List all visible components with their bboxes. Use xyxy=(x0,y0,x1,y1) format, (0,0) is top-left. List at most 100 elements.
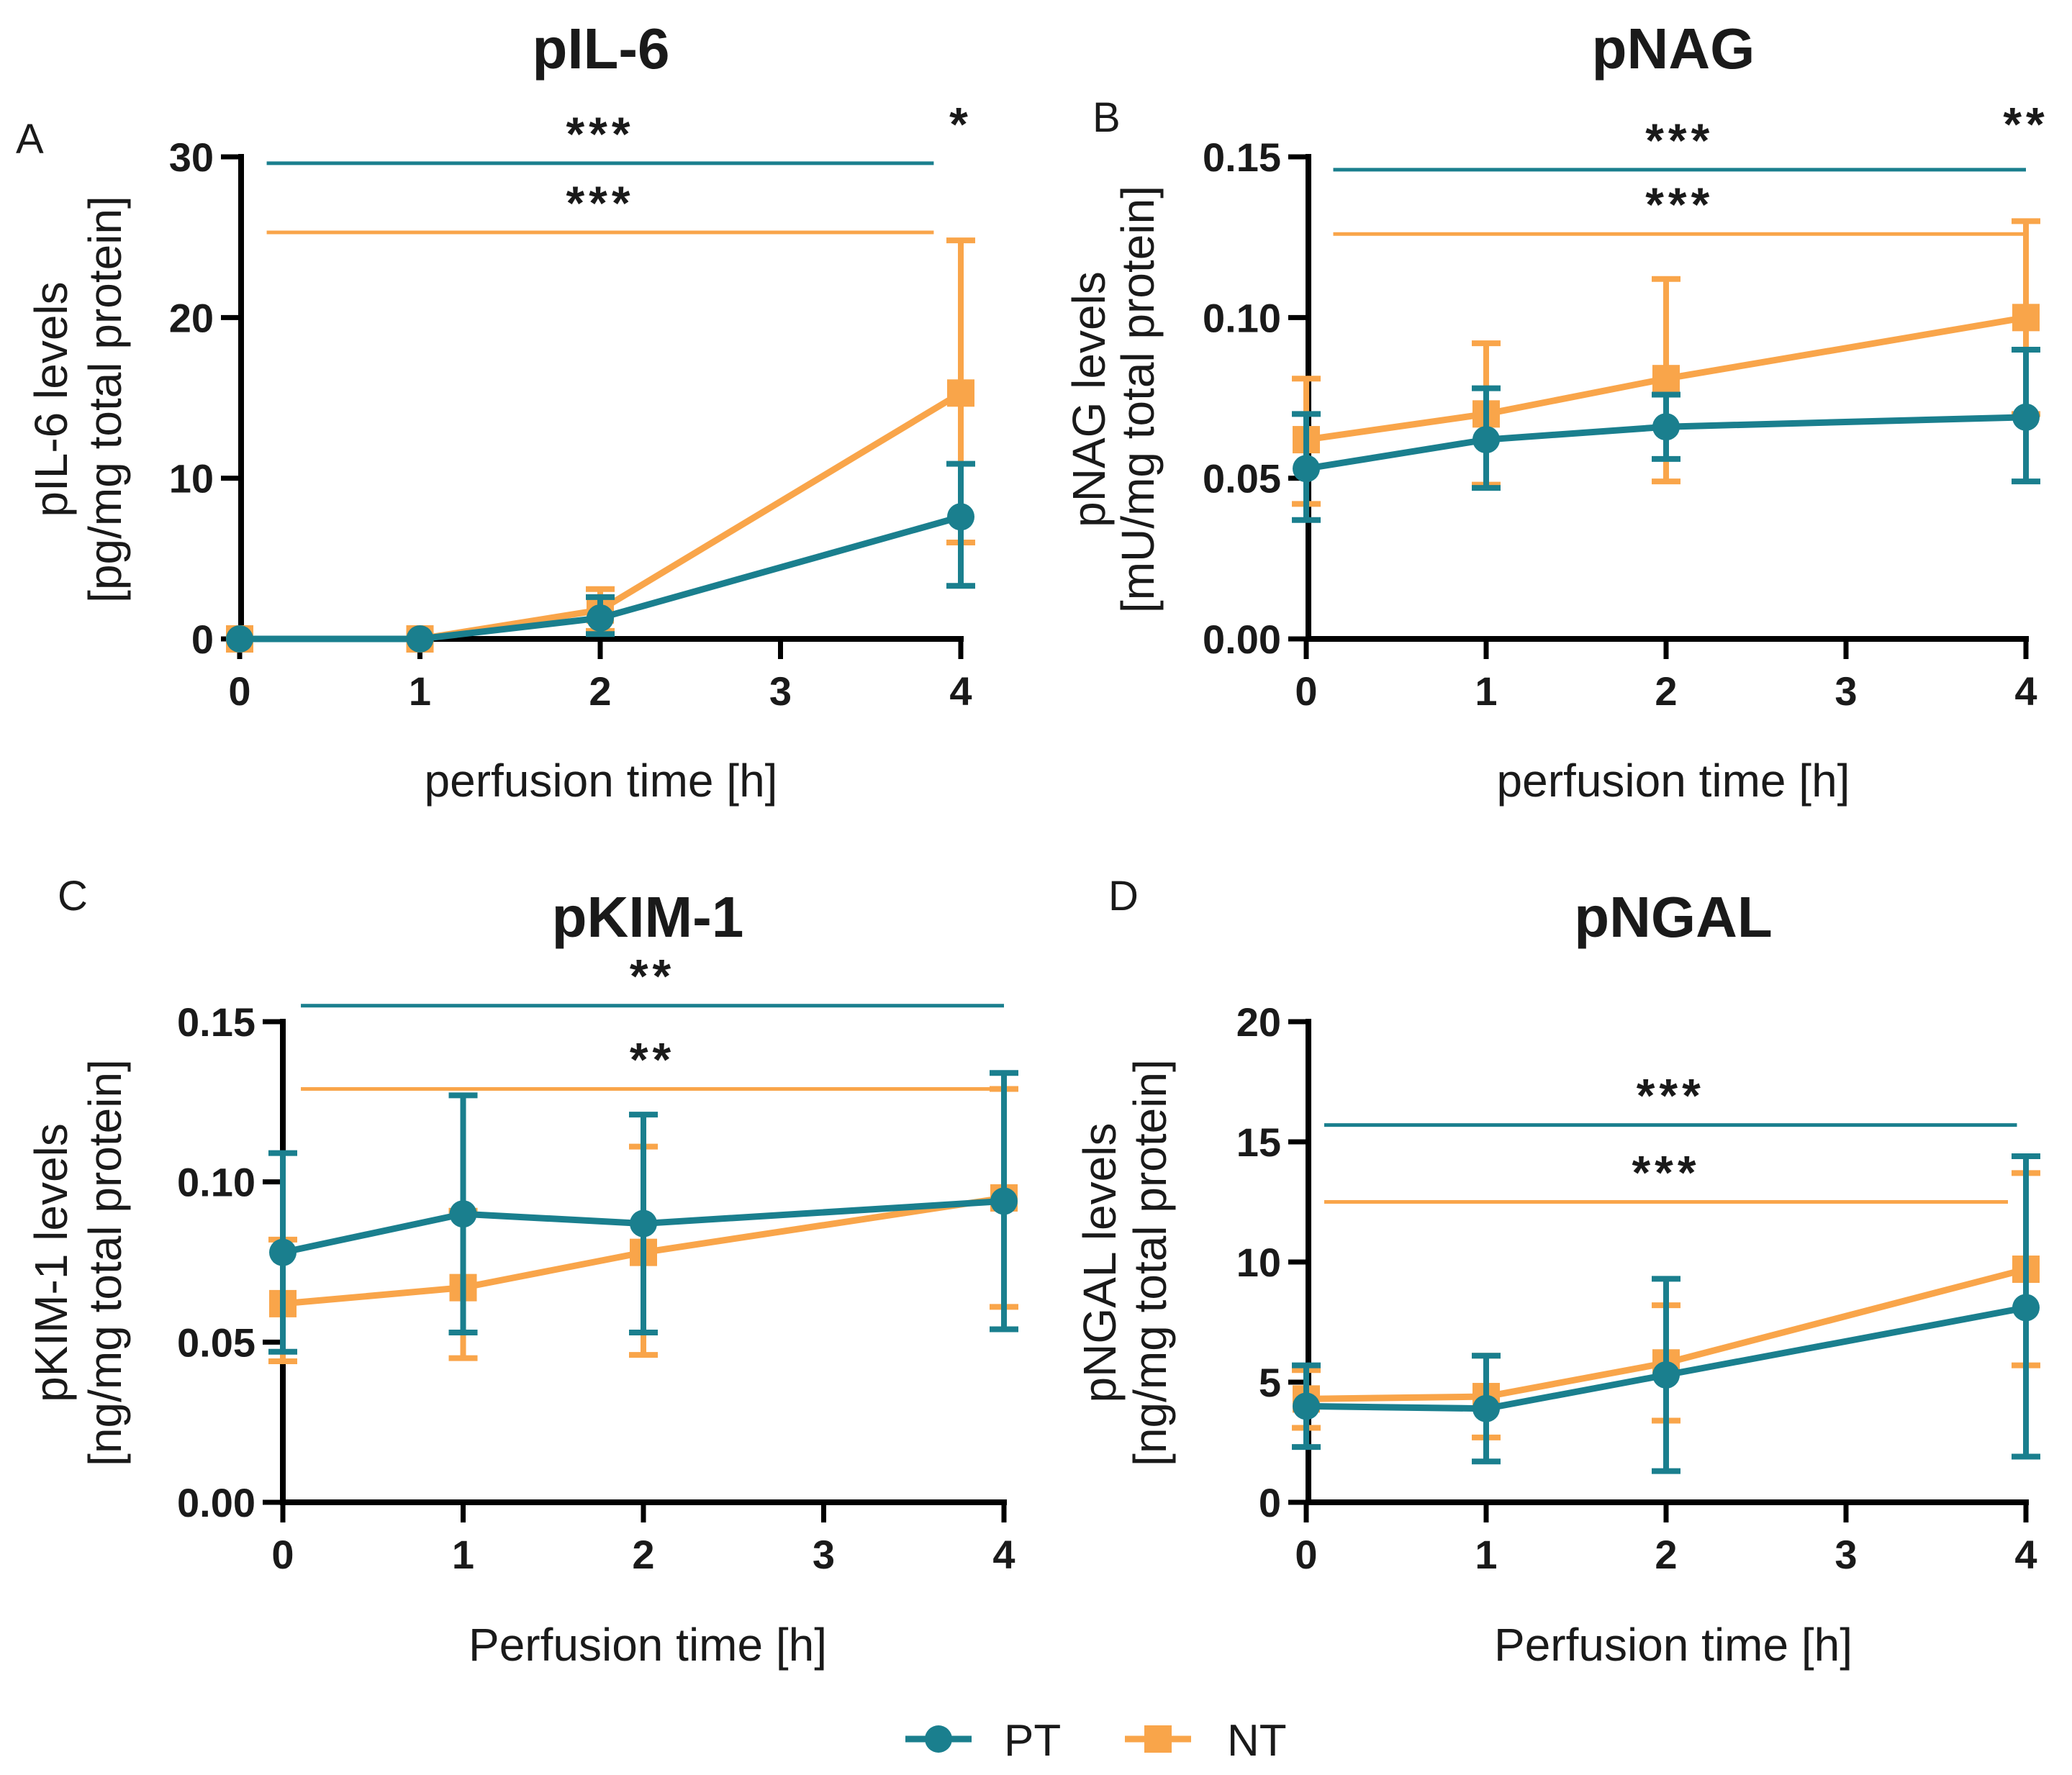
panel-b-xtick-label: 1 xyxy=(1475,668,1497,714)
panel-d-sig-stars-pt: *** xyxy=(1637,1069,1705,1122)
panel-d-pt-point xyxy=(1472,1394,1500,1422)
panel-c-ylabel-line2: [ng/mg total protein] xyxy=(79,1059,131,1466)
panel-a-ylabel-line1: pIL-6 levels xyxy=(25,281,77,517)
panel-d-xtick-label: 2 xyxy=(1655,1532,1677,1577)
panel-a-xtick-label: 0 xyxy=(228,668,250,714)
panel-a-sig-stars-pt: *** xyxy=(566,107,634,160)
panel-d-title: pNGAL xyxy=(1574,885,1773,949)
panel-a: A pIL-6 perfusion time [h] pIL-6 levels … xyxy=(16,17,975,807)
panel-c-pt-point xyxy=(269,1238,297,1266)
legend-nt-label: NT xyxy=(1227,1716,1287,1766)
panel-b-sig-stars-nt: *** xyxy=(1645,178,1714,231)
panel-c-ylabel-line1: pKIM-1 levels xyxy=(25,1123,77,1402)
panel-b-pt-line xyxy=(1306,414,2027,472)
panel-b-pt-point xyxy=(2012,403,2040,431)
panel-c-ytick-label: 0.00 xyxy=(177,1480,255,1525)
panel-a-letter: A xyxy=(16,116,44,163)
panel-d-pt-point xyxy=(1652,1361,1680,1389)
panel-b-ytick-label: 0.10 xyxy=(1203,295,1281,340)
panel-c-pt-line xyxy=(282,1197,1005,1256)
panel-b-ytick-label: 0.05 xyxy=(1203,456,1281,501)
panel-c-xtick-label: 0 xyxy=(271,1532,294,1577)
panel-b-ytick-label: 0.15 xyxy=(1203,135,1281,180)
panel-b-ylabel-line2: [mU/mg total protein] xyxy=(1112,186,1164,613)
panel-a-xtick-label: 1 xyxy=(409,668,431,714)
panel-a-xtick-label: 2 xyxy=(589,668,611,714)
panel-d-nt-line xyxy=(1306,1266,2027,1402)
panel-d-pt-point xyxy=(2012,1294,2040,1322)
panel-c-pt-point xyxy=(449,1200,477,1228)
panel-b-letter: B xyxy=(1092,94,1121,141)
panel-a-sig-stars-timepoint: * xyxy=(949,98,972,151)
panel-c-xtick-label: 4 xyxy=(992,1532,1015,1577)
legend-nt-marker xyxy=(1144,1725,1172,1753)
panel-a-ytick-label: 30 xyxy=(169,135,214,180)
legend-pt-label: PT xyxy=(1004,1716,1061,1766)
panel-b-nt-point xyxy=(1652,365,1680,393)
panel-d-pt-line xyxy=(1306,1304,2027,1412)
panel-d-ytick-label: 20 xyxy=(1236,999,1281,1045)
panel-a-nt-point xyxy=(947,379,974,407)
panel-a-xtick-label: 3 xyxy=(769,668,792,714)
panel-a-pt-point xyxy=(947,503,974,531)
panel-c-ytick-label: 0.05 xyxy=(177,1320,255,1365)
panel-c-pt-point xyxy=(630,1209,657,1238)
panel-a-pt-point xyxy=(226,625,253,653)
panel-b: B pNAG perfusion time [h] pNAG levels [m… xyxy=(1063,17,2048,807)
panel-c-ytick-label: 0.15 xyxy=(177,999,255,1045)
panel-d-xtick-label: 1 xyxy=(1475,1532,1497,1577)
panel-d-ytick-label: 15 xyxy=(1236,1120,1281,1165)
panel-a-title: pIL-6 xyxy=(532,17,669,81)
panel-d-ylabel-line2: [ng/mg total protein] xyxy=(1124,1059,1176,1466)
panel-a-ytick-label: 0 xyxy=(191,617,214,662)
panel-d-letter: D xyxy=(1108,873,1139,920)
panel-d-ytick-label: 10 xyxy=(1236,1240,1281,1285)
panel-d-sig-stars-nt: *** xyxy=(1632,1146,1700,1199)
panel-b-pt-point xyxy=(1652,413,1680,441)
legend-pt-marker xyxy=(925,1725,952,1753)
panel-c-sig-stars-pt: ** xyxy=(630,950,675,1003)
panel-d-xlabel: Perfusion time [h] xyxy=(1494,1619,1852,1671)
panel-a-ylabel-line2: [pg/mg total protein] xyxy=(79,196,131,603)
panel-a-pt-line xyxy=(240,513,962,643)
panel-c-title: pKIM-1 xyxy=(552,885,744,949)
panel-d-xtick-label: 0 xyxy=(1295,1532,1317,1577)
panel-b-sig-stars-pt: *** xyxy=(1645,114,1714,167)
panel-a-pt-point xyxy=(406,625,434,653)
panel-c-xtick-label: 3 xyxy=(813,1532,835,1577)
panel-d-ytick-label: 0 xyxy=(1259,1480,1281,1525)
panel-d: D pNGAL Perfusion time [h] pNGAL levels … xyxy=(1074,873,2040,1671)
panel-b-ytick-label: 0.00 xyxy=(1203,617,1281,662)
panel-c-nt-line xyxy=(282,1194,1005,1307)
panel-c-sig-stars-nt: ** xyxy=(630,1033,675,1086)
panel-b-nt-line xyxy=(1306,314,2027,443)
legend: PT NT xyxy=(905,1716,1287,1766)
panel-d-pt-point xyxy=(1293,1392,1320,1420)
panel-b-ylabel-line1: pNAG levels xyxy=(1063,271,1115,527)
panel-b-xlabel: perfusion time [h] xyxy=(1497,755,1850,807)
panel-b-xtick-label: 4 xyxy=(2014,668,2037,714)
panel-c-letter: C xyxy=(58,873,88,920)
panel-b-sig-stars-timepoint: ** xyxy=(2003,98,2048,151)
panel-c-xtick-label: 1 xyxy=(452,1532,474,1577)
panel-c-ytick-label: 0.10 xyxy=(177,1160,255,1205)
panel-a-xlabel: perfusion time [h] xyxy=(425,755,778,807)
panel-c: C pKIM-1 Perfusion time [h] pKIM-1 level… xyxy=(25,873,1018,1671)
panel-a-sig-stars-nt: *** xyxy=(566,176,634,230)
panel-a-pt-point xyxy=(587,604,614,632)
panel-a-xtick-label: 4 xyxy=(949,668,972,714)
panel-b-pt-point xyxy=(1472,426,1500,454)
panel-d-ytick-label: 5 xyxy=(1259,1360,1281,1405)
panel-b-title: pNAG xyxy=(1592,17,1755,81)
panel-b-nt-point xyxy=(2012,304,2040,332)
panel-b-xtick-label: 3 xyxy=(1835,668,1857,714)
panel-b-pt-point xyxy=(1293,455,1320,483)
panel-d-ylabel-line1: pNGAL levels xyxy=(1074,1123,1126,1403)
panel-c-pt-point xyxy=(990,1187,1018,1215)
panel-a-ytick-label: 10 xyxy=(169,456,214,501)
panel-d-xtick-label: 3 xyxy=(1835,1532,1857,1577)
panel-c-xtick-label: 2 xyxy=(632,1532,654,1577)
panel-c-xlabel: Perfusion time [h] xyxy=(469,1619,827,1671)
panel-b-xtick-label: 0 xyxy=(1295,668,1317,714)
